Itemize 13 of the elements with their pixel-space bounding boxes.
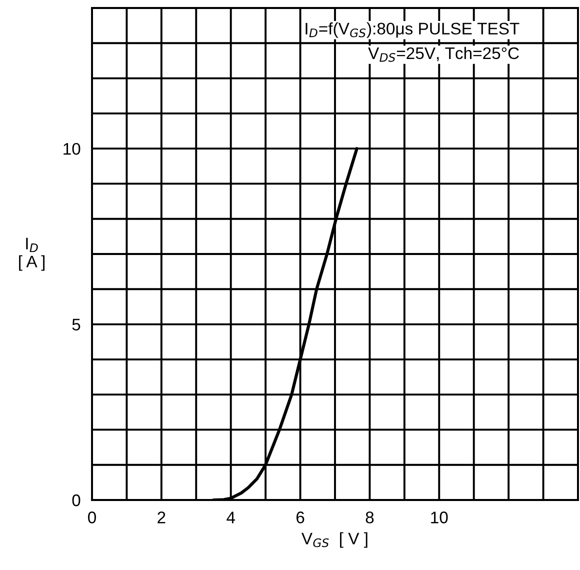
y-axis-title: I$_{D}$ [ A ] bbox=[19, 238, 45, 271]
y-tick-label: 10 bbox=[64, 142, 80, 155]
y-tick-label: 0 bbox=[72, 494, 80, 506]
x-tick-label: 0 bbox=[88, 512, 96, 524]
x-tick-label: 8 bbox=[366, 512, 374, 524]
x-tick-label: 4 bbox=[226, 512, 236, 524]
x-tick-label: 2 bbox=[158, 512, 166, 524]
x-axis-title: V$_{GS}$ [ V ] bbox=[301, 532, 368, 548]
y-tick-label: 5 bbox=[72, 318, 80, 330]
x-tick-label: 6 bbox=[296, 512, 304, 524]
annotation: I$_{D}$=f(V$_{GS}$):80μs PULSE TEST bbox=[306, 22, 520, 38]
annotation: V$_{DS}$=25V, Tch=25°C bbox=[368, 46, 519, 62]
x-tick-label: 10 bbox=[431, 512, 448, 524]
